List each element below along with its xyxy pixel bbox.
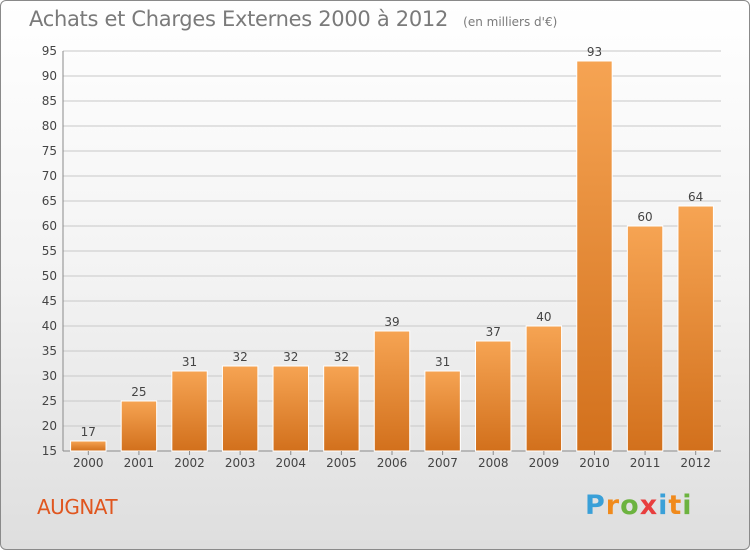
data-label: 40 xyxy=(536,310,551,324)
brand-letter: r xyxy=(605,490,621,521)
data-label: 37 xyxy=(486,325,501,339)
bar xyxy=(475,340,512,452)
brand-letter: x xyxy=(639,490,659,521)
bar xyxy=(677,205,714,452)
y-tick-label: 60 xyxy=(42,219,57,233)
y-tick-label: 50 xyxy=(42,269,57,283)
bar xyxy=(525,325,563,452)
x-tick-label: 2011 xyxy=(630,456,661,470)
x-tick-label: 2004 xyxy=(275,456,306,470)
y-tick-label: 75 xyxy=(42,144,57,158)
data-label: 17 xyxy=(81,425,96,439)
y-tick-label: 70 xyxy=(42,169,57,183)
data-label: 39 xyxy=(384,315,399,329)
brand-letter: i xyxy=(682,490,693,521)
bar xyxy=(323,365,360,452)
x-tick-label: 2010 xyxy=(579,456,610,470)
y-tick-label: 40 xyxy=(42,319,57,333)
location-label: AUGNAT xyxy=(37,495,118,519)
y-tick-label: 55 xyxy=(42,244,57,258)
brand-letter: i xyxy=(658,490,669,521)
data-label: 31 xyxy=(435,355,450,369)
data-label: 25 xyxy=(131,385,146,399)
data-label: 60 xyxy=(637,210,652,224)
x-tick-label: 2005 xyxy=(326,456,357,470)
bar xyxy=(373,330,411,452)
y-tick-label: 30 xyxy=(42,369,57,383)
x-tick-label: 2012 xyxy=(680,456,711,470)
chart-title: Achats et Charges Externes 2000 à 2012 xyxy=(29,7,449,31)
bar xyxy=(424,370,461,452)
x-tick-label: 2002 xyxy=(174,456,205,470)
y-tick-label: 20 xyxy=(42,419,57,433)
data-label: 64 xyxy=(688,190,703,204)
brand-letter: o xyxy=(620,490,640,521)
y-tick-label: 85 xyxy=(42,94,57,108)
y-tick-label: 25 xyxy=(42,394,57,408)
y-tick-label: 45 xyxy=(42,294,57,308)
data-label: 32 xyxy=(283,350,298,364)
chart-subtitle: (en milliers d'€) xyxy=(463,15,558,29)
x-tick-label: 2008 xyxy=(478,456,509,470)
x-tick-label: 2000 xyxy=(73,456,104,470)
y-tick-label: 65 xyxy=(42,194,57,208)
data-label: 31 xyxy=(182,355,197,369)
bar xyxy=(171,370,208,452)
x-tick-label: 2009 xyxy=(529,456,560,470)
x-tick-label: 2006 xyxy=(377,456,408,470)
bar xyxy=(221,365,259,452)
data-label: 32 xyxy=(334,350,349,364)
x-tick-label: 2001 xyxy=(124,456,155,470)
x-tick-label: 2007 xyxy=(427,456,458,470)
bar xyxy=(70,440,107,452)
brand-logo: Proxiti xyxy=(585,490,693,521)
y-tick-label: 80 xyxy=(42,119,57,133)
y-tick-label: 15 xyxy=(42,444,57,458)
data-label: 93 xyxy=(587,45,602,59)
bar xyxy=(576,60,613,452)
bar xyxy=(626,225,664,452)
y-tick-label: 90 xyxy=(42,69,57,83)
bar xyxy=(120,400,158,452)
bar xyxy=(272,365,309,452)
data-label: 32 xyxy=(233,350,248,364)
brand-letter: P xyxy=(585,490,606,521)
x-tick-label: 2003 xyxy=(225,456,256,470)
y-tick-label: 95 xyxy=(42,44,57,58)
brand-letter: t xyxy=(668,490,683,521)
title-block: Achats et Charges Externes 2000 à 2012 (… xyxy=(29,7,557,31)
y-tick-label: 35 xyxy=(42,344,57,358)
